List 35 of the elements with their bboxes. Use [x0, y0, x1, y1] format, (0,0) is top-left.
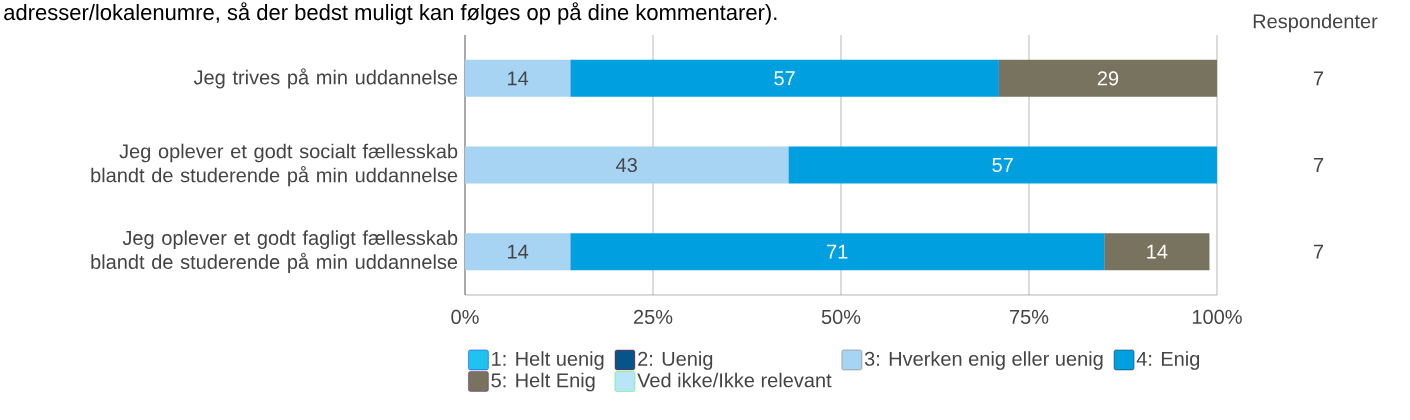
text: Respondenter [1253, 13, 1378, 33]
legend-label: 2: Uenig [638, 351, 713, 370]
bar [465, 146, 789, 184]
bar [570, 59, 999, 97]
y-tick-label: Jeg oplever et godt fagligt fællesskab blandt de studerende på min uddannelse [91, 230, 458, 273]
data-label: 14 [1147, 244, 1168, 259]
x-tick-label: 75% [1010, 309, 1049, 324]
y-tick-label: Jeg trives på min uddannelse [193, 68, 458, 89]
bar [788, 146, 1217, 184]
y-tick-label: Jeg oplever et godt socialt fællesskab blandt de studerende på min uddannelse [91, 143, 458, 187]
text: adresser/lokalenumre, så der bedst muligt kan følges op på dine kommentarer). [4, 2, 777, 25]
data-label: 57 [774, 71, 795, 86]
text: 7 [1313, 244, 1324, 259]
data-label: 14 [508, 244, 529, 259]
data-label: 71 [827, 244, 848, 259]
legend-label: 1: Helt uenig [492, 351, 604, 370]
x-tick-label: 25% [633, 309, 673, 325]
data-label: 57 [992, 158, 1013, 172]
legend-label: Ved ikke/Ikke relevant [637, 372, 832, 388]
data-label: 29 [1097, 71, 1119, 86]
bar [465, 59, 571, 97]
x-tick-label: 50% [821, 309, 861, 325]
text: 7 [1313, 71, 1324, 86]
legend-label: 4: Enig [1136, 351, 1200, 370]
legend-label: 5: Helt Enig [491, 372, 595, 392]
legend-label: 3: Hverken enig eller uenig [864, 351, 1103, 370]
text: 7 [1313, 158, 1324, 172]
bar [465, 233, 571, 271]
data-label: 43 [616, 157, 637, 173]
x-tick-label: 0% [451, 309, 479, 325]
bar [998, 59, 1217, 97]
x-tick-label: 100% [1192, 309, 1242, 325]
bar [1104, 233, 1210, 271]
bar [570, 233, 1105, 271]
data-label: 14 [508, 71, 529, 86]
